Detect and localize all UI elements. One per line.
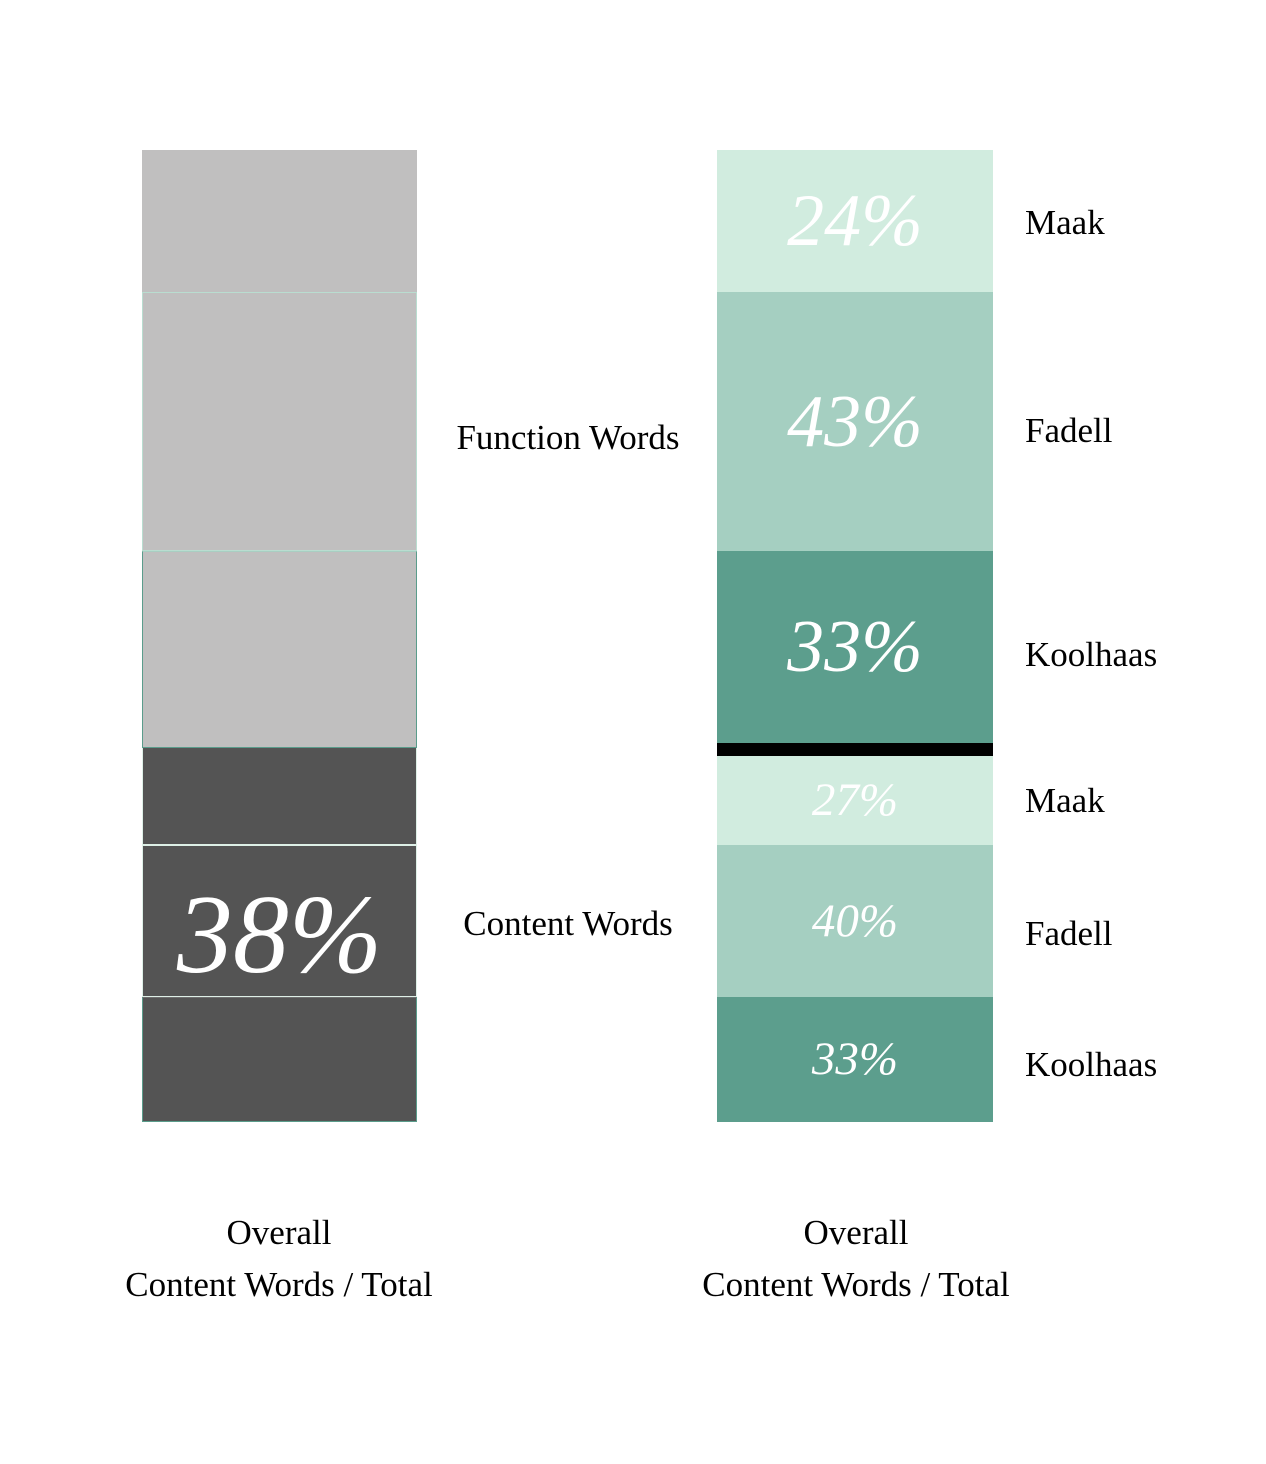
- function-words-label: Function Words: [456, 418, 680, 457]
- speaker-label-maak-content: Maak: [1025, 781, 1105, 820]
- left-bar-content-segment-1: [142, 748, 417, 845]
- speaker-label-koolhaas-function: Koolhaas: [1025, 635, 1158, 674]
- left-caption-line1: Overall: [226, 1213, 332, 1252]
- left-bar-content-segment-2: [142, 845, 417, 997]
- segment-percent-label: 43%: [787, 380, 923, 463]
- left-bar-content-words-percent: 38%: [176, 873, 383, 997]
- segment-percent-label: 33%: [787, 606, 923, 688]
- left-bar-function-segment-3: [142, 551, 417, 748]
- segment-percent-label: 24%: [787, 180, 923, 262]
- right-bar-segment-koolhaas-content: 33%: [717, 997, 993, 1122]
- left-caption-line2: Content Words / Total: [125, 1265, 433, 1304]
- segment-percent-label: 27%: [811, 774, 899, 826]
- content-words-label: Content Words: [463, 904, 673, 943]
- left-bar-content-segment-3: [142, 997, 417, 1122]
- right-bar-segment-maak-function: 24%: [717, 150, 993, 292]
- right-bar-segment-koolhaas-function: 33%: [717, 551, 993, 743]
- left-bar-function-segment-2: [142, 292, 417, 551]
- right-bar-segment-fadell-function: 43%: [717, 292, 993, 551]
- left-bar-function-segment-1: [142, 150, 417, 292]
- right-caption-line2: Content Words / Total: [702, 1265, 1010, 1304]
- segment-percent-label: 40%: [811, 894, 899, 947]
- group-divider-bar: [717, 743, 993, 756]
- right-bar-segment-maak-content: 27%: [717, 756, 993, 845]
- right-bar-segment-fadell-content: 40%: [717, 845, 993, 997]
- segment-percent-label: 33%: [811, 1033, 899, 1085]
- speaker-label-maak-function: Maak: [1025, 203, 1105, 242]
- speaker-label-fadell-content: Fadell: [1025, 914, 1113, 953]
- speaker-label-koolhaas-content: Koolhaas: [1025, 1045, 1158, 1084]
- speaker-label-fadell-function: Fadell: [1025, 411, 1113, 450]
- right-caption-line1: Overall: [803, 1213, 909, 1252]
